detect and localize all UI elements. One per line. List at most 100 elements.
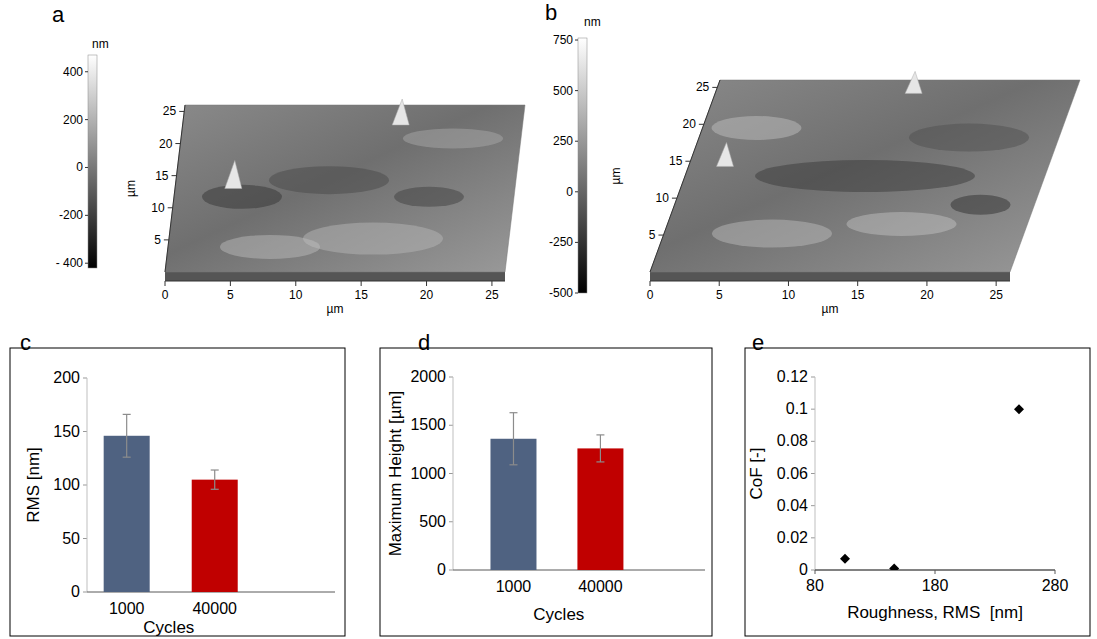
x-tick-label: 40000 — [578, 578, 623, 595]
y-tick — [449, 521, 453, 522]
y-tick-label: 10 — [656, 191, 670, 205]
y-tick-label: 0.06 — [777, 465, 808, 482]
surface-texture — [951, 195, 1011, 215]
y-axis-title: µm — [609, 168, 623, 185]
y-tick — [712, 87, 717, 88]
error-bar-cap — [123, 457, 131, 458]
x-tick-label: 0 — [162, 288, 169, 302]
x-tick — [650, 281, 651, 286]
colorbar-tick-label: 0 — [76, 160, 83, 174]
colorbar-tick-label: 0 — [566, 185, 573, 199]
x-tick — [926, 281, 927, 286]
colorbar-tick — [85, 119, 88, 120]
x-tick-label: 20 — [420, 288, 434, 302]
y-tick-label: 150 — [53, 423, 80, 440]
panel-letter: e — [752, 330, 764, 355]
colorbar-tick — [575, 191, 578, 192]
error-bar-cap — [123, 414, 131, 415]
x-tick — [1055, 570, 1056, 574]
y-axis-line — [87, 378, 88, 592]
error-bar-line — [600, 435, 601, 462]
bar — [192, 480, 238, 592]
y-tick — [685, 161, 690, 162]
x-tick-label: 1000 — [109, 600, 145, 617]
x-tick — [788, 281, 789, 286]
plot-marks — [840, 404, 1024, 570]
x-tick-label: 80 — [806, 577, 824, 594]
x-tick-label: 280 — [1042, 577, 1069, 594]
error-bar-cap — [211, 469, 219, 470]
y-tick-label: 15 — [669, 154, 683, 168]
panel-letter: b — [545, 0, 557, 25]
x-tick — [935, 570, 936, 574]
x-axis-line — [650, 281, 1010, 282]
y-tick-label: 15 — [155, 169, 169, 183]
y-axis-title: µm — [124, 180, 138, 197]
x-tick-label: 15 — [354, 288, 368, 302]
colorbar-tick-label: 750 — [553, 33, 573, 47]
colorbar-tick — [85, 263, 88, 264]
y-tick-label: 0.1 — [786, 400, 808, 417]
x-tick-label: 20 — [920, 288, 934, 302]
colorbar-tick-label: - 400 — [56, 256, 84, 270]
y-tick-label: 500 — [419, 513, 446, 530]
plot-marks — [104, 414, 238, 592]
y-tick-label: 100 — [53, 476, 80, 493]
x-tick — [361, 281, 362, 286]
colorbar-tick — [85, 71, 88, 72]
y-tick — [699, 124, 704, 125]
y-axis-title: Maximum Height [µm] — [386, 391, 405, 557]
y-tick — [449, 570, 453, 571]
colorbar-tick — [85, 215, 88, 216]
error-bar-line — [214, 470, 215, 489]
y-tick — [811, 505, 815, 506]
colorbar-tick-label: -200 — [59, 208, 83, 222]
y-tick-label: 0 — [71, 583, 80, 600]
x-axis-title: Cycles — [533, 605, 584, 624]
y-tick-label: 1500 — [410, 416, 446, 433]
x-tick — [295, 281, 296, 286]
y-tick — [449, 425, 453, 426]
x-tick-label: 180 — [922, 577, 949, 594]
surface-texture — [394, 187, 464, 207]
y-tick — [449, 473, 453, 474]
y-tick — [811, 473, 815, 474]
surface-peak — [392, 99, 409, 125]
y-tick — [83, 485, 87, 486]
bar — [104, 436, 150, 592]
error-bar-cap — [509, 412, 517, 413]
surface-texture — [303, 223, 443, 255]
surface-texture — [403, 128, 503, 148]
y-tick-label: 0 — [437, 561, 446, 578]
surface-panel: 0510152025510152025µmµm- 400-2000200400n… — [52, 2, 525, 316]
y-axis-line — [815, 377, 816, 570]
surface — [650, 80, 1080, 272]
y-tick — [164, 239, 169, 240]
bar — [577, 448, 623, 570]
y-tick-label: 25 — [163, 104, 177, 118]
x-tick-label: 5 — [716, 288, 723, 302]
surface-front — [650, 272, 1010, 281]
error-bar — [596, 435, 604, 462]
y-tick — [811, 441, 815, 442]
y-tick-label: 25 — [696, 80, 710, 94]
figure: 0510152025510152025µmµm- 400-2000200400n… — [0, 0, 1097, 639]
y-tick — [179, 111, 184, 112]
y-tick — [168, 207, 173, 208]
x-axis-title: µm — [327, 302, 344, 316]
colorbar-tick — [85, 167, 88, 168]
panel-frame — [10, 348, 345, 636]
y-tick-label: 5 — [649, 228, 656, 242]
x-tick-label: 25 — [989, 288, 1003, 302]
y-tick-label: 2000 — [410, 368, 446, 385]
x-tick-label: 10 — [289, 288, 303, 302]
point — [840, 554, 850, 564]
y-tick — [811, 537, 815, 538]
colorbar-tick-label: 500 — [553, 84, 573, 98]
x-tick — [491, 281, 492, 286]
bar-panel: 050100150200RMS [nm]c100040000Cycles — [10, 330, 345, 637]
y-tick — [811, 409, 815, 410]
x-tick — [857, 281, 858, 286]
y-tick — [83, 538, 87, 539]
surface — [165, 105, 525, 272]
